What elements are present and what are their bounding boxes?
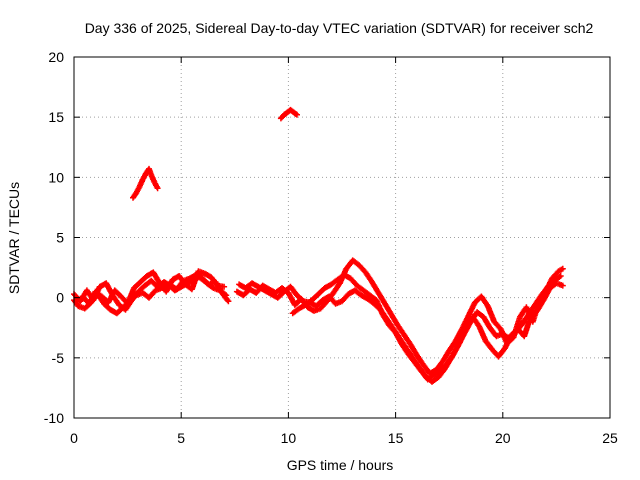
y-tick-label: -5 <box>52 350 65 366</box>
data-point <box>557 273 564 279</box>
data-point <box>294 111 300 118</box>
data-points <box>71 106 566 385</box>
x-axis-label: GPS time / hours <box>287 457 394 473</box>
x-tick-label: 15 <box>388 430 404 446</box>
data-point <box>224 297 231 304</box>
data-point <box>225 298 232 305</box>
y-tick-label: -10 <box>44 410 64 426</box>
x-tick-label: 20 <box>495 430 511 446</box>
y-tick-label: 5 <box>56 230 64 246</box>
data-point <box>559 265 566 272</box>
y-tick-label: 0 <box>56 290 64 306</box>
x-tick-label: 0 <box>70 430 78 446</box>
grid-lines <box>74 57 610 418</box>
data-point <box>221 283 228 290</box>
data-point <box>223 292 230 299</box>
y-tick-label: 20 <box>48 49 64 65</box>
axis-ticks: 0 5 10 15 20 25 -10 -5 0 5 10 15 20 <box>44 49 618 446</box>
y-tick-label: 15 <box>48 109 64 125</box>
y-tick-label: 10 <box>48 169 64 185</box>
x-tick-label: 10 <box>281 430 297 446</box>
x-tick-label: 5 <box>177 430 185 446</box>
data-point <box>292 111 299 117</box>
data-point <box>154 185 161 192</box>
x-tick-label: 25 <box>602 430 618 446</box>
data-point <box>559 282 566 289</box>
y-axis-label: SDTVAR / TECUs <box>6 182 22 294</box>
chart-title: Day 336 of 2025, Sidereal Day-to-day VTE… <box>85 20 594 36</box>
